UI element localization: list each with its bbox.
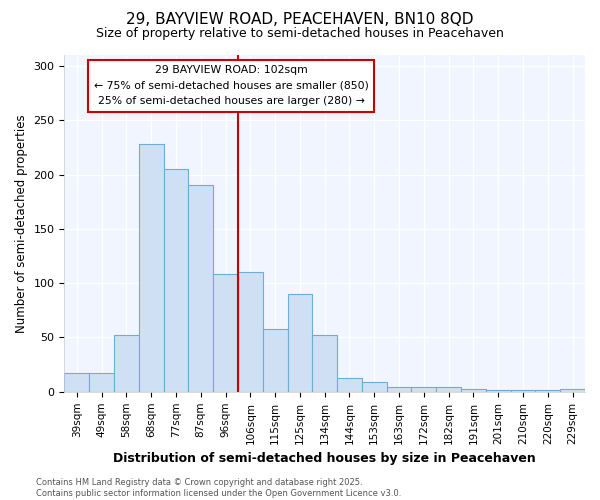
Bar — [164, 169, 188, 392]
Bar — [560, 388, 585, 392]
Bar — [114, 336, 139, 392]
Bar — [139, 144, 164, 392]
Bar — [337, 378, 362, 392]
Y-axis label: Number of semi-detached properties: Number of semi-detached properties — [15, 114, 28, 332]
Bar — [238, 272, 263, 392]
Bar — [313, 336, 337, 392]
Bar — [412, 388, 436, 392]
Bar — [188, 186, 213, 392]
Bar — [535, 390, 560, 392]
Text: 29, BAYVIEW ROAD, PEACEHAVEN, BN10 8QD: 29, BAYVIEW ROAD, PEACEHAVEN, BN10 8QD — [126, 12, 474, 28]
Text: 29 BAYVIEW ROAD: 102sqm
← 75% of semi-detached houses are smaller (850)
25% of s: 29 BAYVIEW ROAD: 102sqm ← 75% of semi-de… — [94, 65, 368, 106]
X-axis label: Distribution of semi-detached houses by size in Peacehaven: Distribution of semi-detached houses by … — [113, 452, 536, 465]
Text: Contains HM Land Registry data © Crown copyright and database right 2025.
Contai: Contains HM Land Registry data © Crown c… — [36, 478, 401, 498]
Bar — [287, 294, 313, 392]
Bar — [263, 329, 287, 392]
Bar — [511, 390, 535, 392]
Bar — [362, 382, 386, 392]
Bar — [436, 388, 461, 392]
Text: Size of property relative to semi-detached houses in Peacehaven: Size of property relative to semi-detach… — [96, 28, 504, 40]
Bar — [486, 390, 511, 392]
Bar — [386, 388, 412, 392]
Bar — [213, 274, 238, 392]
Bar — [461, 388, 486, 392]
Bar — [64, 374, 89, 392]
Bar — [89, 374, 114, 392]
